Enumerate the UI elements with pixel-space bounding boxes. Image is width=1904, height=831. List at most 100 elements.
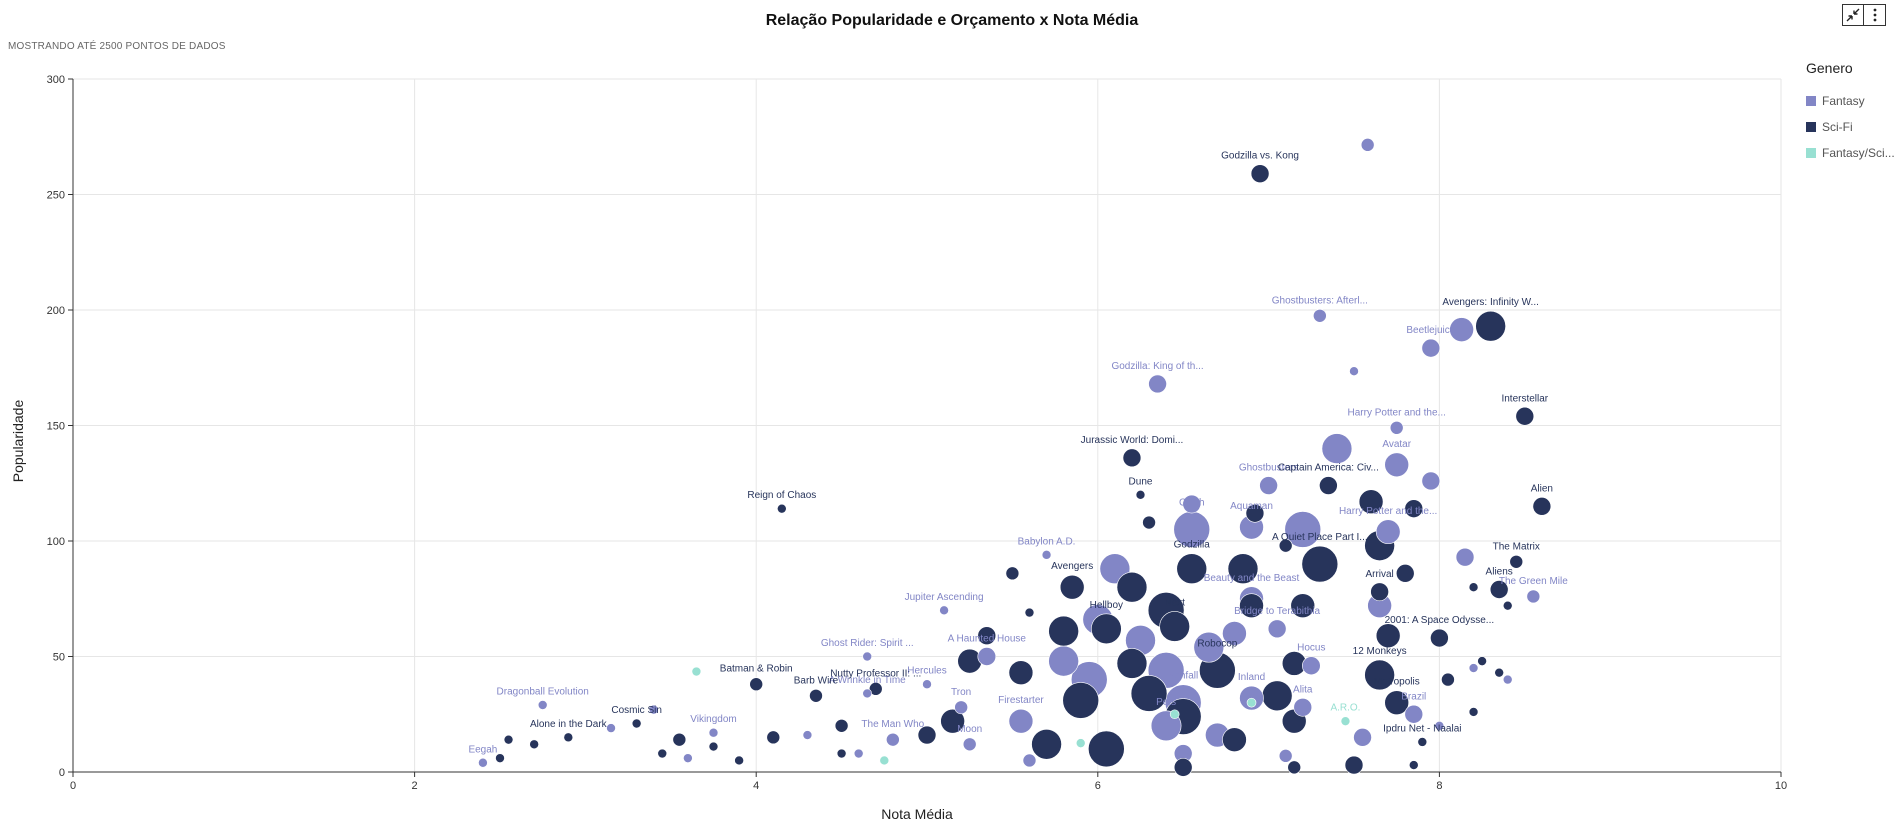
- legend: Genero Fantasy Sci-Fi Fantasy/Sci...: [1806, 60, 1902, 166]
- data-point: [1250, 164, 1270, 184]
- data-point-label: Arrival: [1365, 569, 1393, 580]
- data-point-label: Hocus: [1297, 643, 1325, 654]
- data-point-label: 2001: A Space Odysse...: [1385, 615, 1495, 626]
- x-tick-label: 0: [70, 780, 76, 792]
- data-point: [1261, 680, 1293, 712]
- legend-swatch: [1806, 96, 1816, 106]
- data-point: [1116, 648, 1148, 679]
- data-point-label: Barb Wire: [794, 675, 839, 686]
- data-point: [1059, 574, 1085, 600]
- data-point: [749, 677, 764, 692]
- data-point-label: Clash: [1179, 497, 1205, 508]
- data-point-label: Tron: [951, 687, 971, 698]
- data-point-label: Captain America: Civ...: [1278, 463, 1379, 474]
- data-point-label: Harry Potter and the...: [1339, 506, 1437, 517]
- grid-lines: [72, 78, 1782, 773]
- data-point: [868, 682, 883, 696]
- data-point-label: Bridge to Terabithia: [1234, 606, 1320, 617]
- data-point-label: 12 Monkeys: [1353, 646, 1407, 657]
- data-point: [1048, 645, 1079, 677]
- chart-toolbar: [1842, 4, 1886, 26]
- data-point: [1434, 720, 1445, 731]
- data-point: [1116, 571, 1148, 603]
- data-point: [1340, 716, 1351, 726]
- data-point: [1169, 709, 1180, 720]
- data-point-label: Inland: [1238, 672, 1265, 683]
- data-point: [1353, 728, 1372, 747]
- data-point: [1062, 682, 1100, 719]
- data-point: [1321, 433, 1353, 464]
- data-point: [1267, 619, 1287, 639]
- data-point: [1421, 471, 1441, 491]
- data-point: [1284, 511, 1322, 548]
- data-point: [957, 648, 983, 674]
- data-point: [495, 753, 505, 763]
- data-point-label: Nutty Professor II: ...: [830, 668, 921, 679]
- data-point-label: Avatar: [1382, 439, 1411, 450]
- data-point-label: Eegah: [468, 744, 497, 755]
- legend-item-fantasy-sci-fi[interactable]: Fantasy/Sci...: [1806, 140, 1902, 166]
- data-point: [1148, 374, 1167, 394]
- data-point: [1182, 494, 1202, 514]
- data-point-label: Aliens: [1486, 567, 1513, 578]
- legend-swatch: [1806, 148, 1816, 158]
- data-point: [1502, 600, 1513, 611]
- data-point: [1509, 554, 1524, 569]
- data-point-label: Dragonball Evolution: [497, 687, 589, 698]
- data-point: [1245, 503, 1265, 523]
- data-point: [529, 739, 539, 750]
- data-point: [1408, 760, 1419, 770]
- data-point: [802, 730, 813, 740]
- more-vertical-icon[interactable]: [1864, 4, 1886, 26]
- data-point-label: Dune: [1129, 476, 1153, 487]
- data-point: [631, 718, 642, 729]
- data-point-label: A Haunted House: [948, 634, 1027, 645]
- data-point: [977, 626, 997, 646]
- data-point: [1349, 366, 1359, 377]
- data-point-label: Reign of Chaos: [747, 490, 816, 501]
- data-point: [1293, 698, 1313, 717]
- legend-item-fantasy[interactable]: Fantasy: [1806, 88, 1902, 114]
- data-point: [1375, 623, 1401, 649]
- data-point: [834, 718, 849, 733]
- y-tick-label: 200: [47, 305, 65, 317]
- legend-title: Genero: [1806, 60, 1853, 76]
- data-point: [1477, 656, 1487, 666]
- data-point: [1313, 308, 1327, 323]
- data-point: [734, 755, 744, 766]
- data-point: [1526, 589, 1541, 604]
- data-point: [1130, 675, 1168, 712]
- data-point: [1475, 310, 1506, 342]
- collapse-arrows-icon[interactable]: [1842, 4, 1864, 26]
- data-point: [879, 755, 890, 766]
- data-point: [1075, 738, 1086, 748]
- data-point: [1449, 317, 1474, 342]
- data-point: [1135, 489, 1146, 500]
- data-point: [809, 688, 823, 703]
- data-point: [853, 748, 864, 759]
- data-point-label: Jupiter Ascending: [905, 592, 984, 603]
- data-point: [940, 708, 965, 734]
- data-point-label: Beauty and the Beast: [1204, 573, 1300, 584]
- data-point: [1048, 615, 1079, 647]
- data-point: [1193, 631, 1225, 663]
- data-point: [691, 666, 702, 677]
- point-labels: Ghostbusters: Afterl... Beetlejuice Godzil…: [468, 151, 1568, 756]
- data-point-label: Cosmic Sin: [611, 705, 662, 716]
- data-point-label: Firestarter: [998, 695, 1044, 706]
- data-point: [1389, 421, 1404, 435]
- x-tick-label: 8: [1436, 780, 1442, 792]
- data-point-label: Beetlejuice: [1406, 325, 1455, 336]
- data-point: [1358, 489, 1384, 515]
- data-point: [503, 734, 514, 745]
- data-point: [1375, 519, 1401, 545]
- data-point-label: Godzilla: King of th...: [1111, 361, 1203, 372]
- data-point: [766, 730, 781, 745]
- data-point: [1360, 138, 1375, 152]
- data-point: [1008, 708, 1034, 734]
- legend-item-sci-fi[interactable]: Sci-Fi: [1806, 114, 1902, 140]
- y-tick-label: 0: [59, 767, 65, 779]
- y-tick-label: 100: [47, 536, 65, 548]
